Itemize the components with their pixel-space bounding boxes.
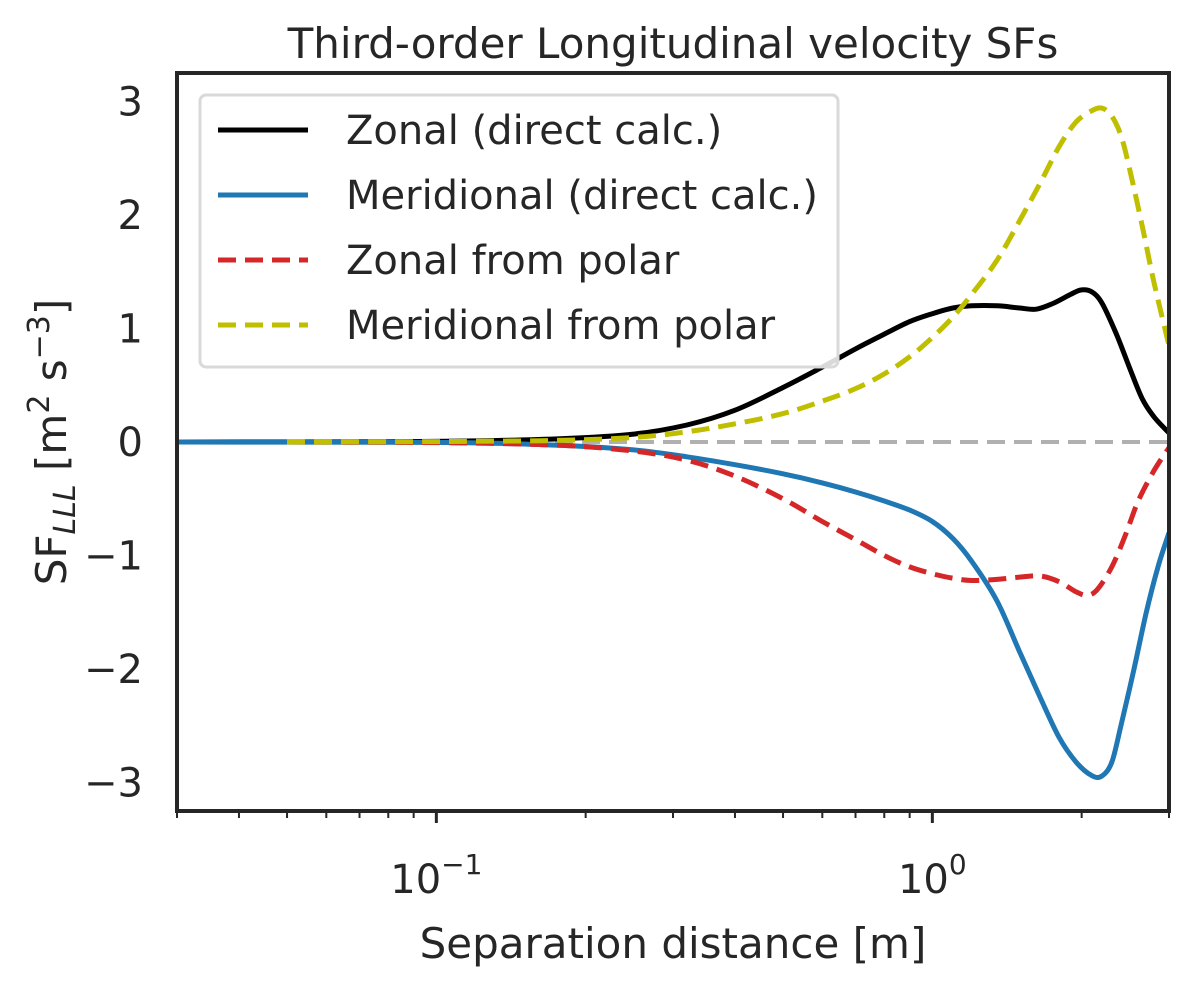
y-tick-label: 3 <box>118 79 143 125</box>
y-tick-label: −3 <box>84 761 143 807</box>
legend-label: Zonal (direct calc.) <box>346 108 722 154</box>
y-axis: −3 −2 −1 0 1 2 3 <box>84 79 143 806</box>
legend-label: Zonal from polar <box>346 238 680 284</box>
plot-lines <box>177 105 1169 781</box>
chart-title: Third-order Longitudinal velocity SFs <box>287 19 1059 68</box>
y-tick-label: −2 <box>84 647 143 693</box>
x-tick-label: 100 <box>898 848 967 903</box>
legend: Zonal (direct calc.) Meridional (direct c… <box>198 93 840 369</box>
y-tick-label: 0 <box>118 420 143 466</box>
legend-label: Meridional from polar <box>346 303 776 349</box>
y-axis-label: SFLLL [m2 s−3] <box>22 299 83 586</box>
legend-label: Meridional (direct calc.) <box>346 173 818 219</box>
x-axis-label: Separation distance [m] <box>420 919 927 968</box>
y-tick-label: 1 <box>118 306 143 352</box>
x-axis: 10−1 100 <box>176 811 1170 903</box>
y-tick-label: −1 <box>84 534 143 580</box>
legend-box <box>198 93 840 369</box>
series-line-3 <box>286 439 1169 598</box>
y-tick-label: 2 <box>118 193 143 239</box>
series-line-4 <box>286 105 1169 445</box>
series-line-2 <box>177 439 1169 781</box>
x-tick-label: 10−1 <box>390 848 482 903</box>
